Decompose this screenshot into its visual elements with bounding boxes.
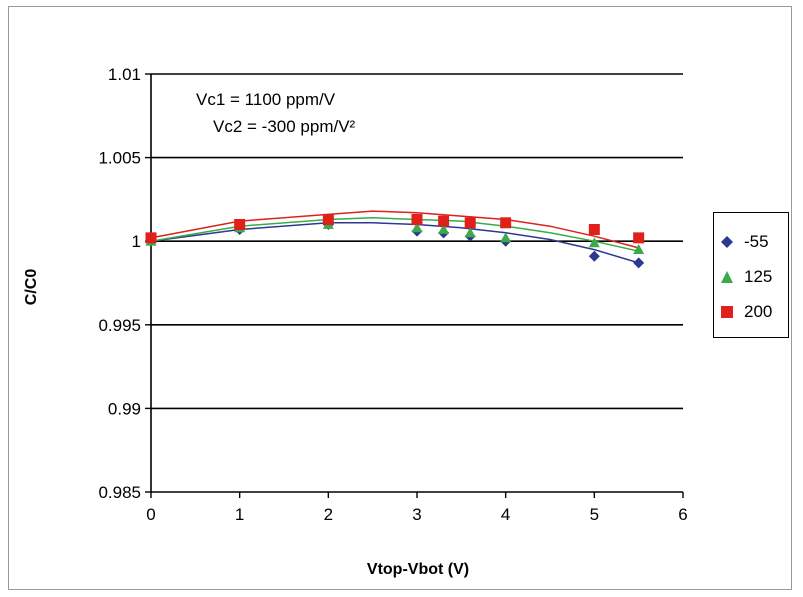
point-triangle bbox=[588, 237, 600, 248]
annotation-box: Vc1 = 1100 ppm/V Vc2 = -300 ppm/V² bbox=[196, 86, 355, 140]
legend-label: 200 bbox=[744, 302, 773, 321]
y-tick-label: 1 bbox=[132, 232, 141, 251]
x-tick-label: 6 bbox=[678, 505, 687, 524]
point-square bbox=[411, 213, 423, 225]
x-tick-label: 0 bbox=[146, 505, 155, 524]
y-tick-label: 1.005 bbox=[98, 149, 141, 168]
y-tick-label: 0.995 bbox=[98, 316, 141, 335]
y-tick-label: 0.985 bbox=[98, 483, 141, 502]
tick-labels: 1.01 1.005 1 0.995 0.99 0.985 0 1 2 3 4 5 6 bbox=[98, 65, 687, 524]
point-square bbox=[234, 218, 246, 230]
fit-curves bbox=[150, 210, 639, 264]
annotation-vc2: Vc2 = -300 ppm/V² bbox=[213, 117, 356, 136]
x-tick-label: 1 bbox=[235, 505, 244, 524]
legend: -55 125 200 bbox=[713, 212, 789, 338]
x-tick-label: 5 bbox=[590, 505, 599, 524]
point-square bbox=[438, 215, 450, 227]
x-tick-label: 2 bbox=[324, 505, 333, 524]
legend-label: 125 bbox=[744, 267, 773, 286]
point-square bbox=[464, 217, 476, 229]
point-square bbox=[633, 232, 645, 244]
point-square bbox=[322, 213, 334, 225]
point-triangle bbox=[500, 232, 512, 243]
legend-item-200: 200 bbox=[720, 300, 772, 324]
x-axis-label: Vtop-Vbot (V) bbox=[366, 561, 470, 578]
point-diamond bbox=[633, 257, 645, 269]
point-square bbox=[588, 223, 600, 235]
legend-label: -55 bbox=[744, 232, 769, 251]
x-tick-label: 4 bbox=[501, 505, 510, 524]
fit-line-200 bbox=[150, 210, 639, 249]
data-points bbox=[145, 213, 645, 269]
diamond-marker-icon bbox=[721, 236, 733, 248]
axes bbox=[145, 73, 684, 498]
annotation-vc1: Vc1 = 1100 ppm/V bbox=[196, 90, 336, 109]
grid-lines bbox=[151, 73, 683, 410]
point-triangle bbox=[411, 222, 423, 233]
legend-item-neg55: -55 bbox=[720, 230, 769, 254]
y-tick-label: 1.01 bbox=[108, 65, 141, 84]
point-diamond bbox=[588, 250, 600, 262]
y-tick-label: 0.99 bbox=[108, 399, 141, 418]
point-triangle bbox=[438, 223, 450, 234]
point-square bbox=[145, 232, 157, 244]
point-triangle bbox=[464, 227, 476, 238]
triangle-marker-icon bbox=[721, 271, 733, 283]
point-triangle bbox=[633, 244, 645, 254]
legend-item-125: 125 bbox=[720, 265, 772, 289]
fit-line-125 bbox=[150, 217, 639, 252]
point-square bbox=[500, 217, 512, 229]
square-marker-icon bbox=[721, 306, 733, 318]
y-axis-label: C/C0 bbox=[23, 268, 40, 306]
x-tick-label: 3 bbox=[412, 505, 421, 524]
